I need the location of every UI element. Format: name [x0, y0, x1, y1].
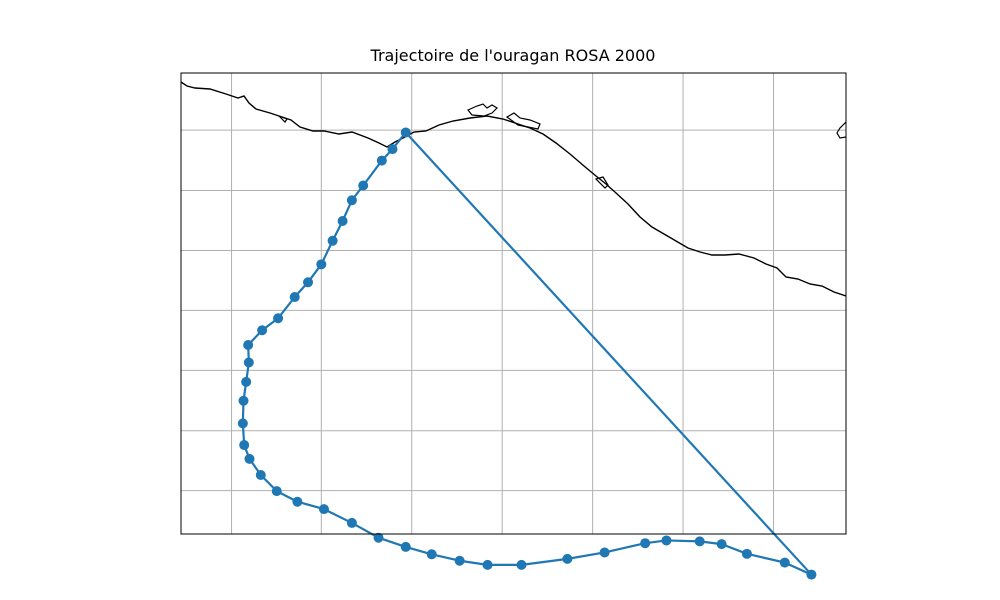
- track-point-37: [779, 557, 790, 568]
- track-point-28: [482, 559, 493, 570]
- track-point-16: [237, 418, 248, 429]
- track-point-4: [346, 195, 357, 206]
- track-point-15: [238, 395, 249, 406]
- track-point-9: [289, 292, 300, 303]
- track-point-10: [273, 313, 284, 324]
- track-point-38: [806, 569, 817, 580]
- track-point-22: [318, 504, 329, 515]
- track-point-20: [271, 486, 282, 497]
- track-point-33: [661, 535, 672, 546]
- track-point-31: [599, 547, 610, 558]
- track-point-27: [454, 555, 465, 566]
- track-point-26: [426, 549, 437, 560]
- track-point-8: [303, 277, 314, 288]
- track-point-5: [337, 215, 348, 226]
- track-point-2: [376, 155, 387, 166]
- track-point-7: [316, 259, 327, 270]
- plot-frame: [180, 72, 847, 535]
- track-points: [237, 127, 817, 580]
- coastline: [181, 81, 846, 297]
- track-point-3: [358, 180, 369, 191]
- track-point-35: [716, 539, 727, 550]
- track-point-30: [562, 553, 573, 564]
- chart-title: Trajectoire de l'ouragan ROSA 2000: [370, 46, 656, 65]
- track-point-19: [255, 469, 266, 480]
- track-point-1: [387, 144, 398, 155]
- track-point-0: [400, 127, 411, 138]
- track-point-23: [346, 517, 357, 528]
- track-point-29: [516, 559, 527, 570]
- track-point-18: [244, 453, 255, 464]
- track-point-6: [327, 235, 338, 246]
- track-point-36: [741, 548, 752, 559]
- track-point-11: [257, 325, 268, 336]
- track-return-line: [404, 131, 813, 576]
- track-point-17: [239, 440, 250, 451]
- track-point-12: [243, 339, 254, 350]
- track-point-14: [241, 376, 252, 387]
- track-point-25: [400, 541, 411, 552]
- track-point-24: [373, 532, 384, 543]
- map-gridlines: [181, 73, 846, 534]
- track-point-32: [640, 538, 651, 549]
- track-point-34: [694, 536, 705, 547]
- track-point-21: [292, 496, 303, 507]
- track-point-13: [243, 357, 254, 368]
